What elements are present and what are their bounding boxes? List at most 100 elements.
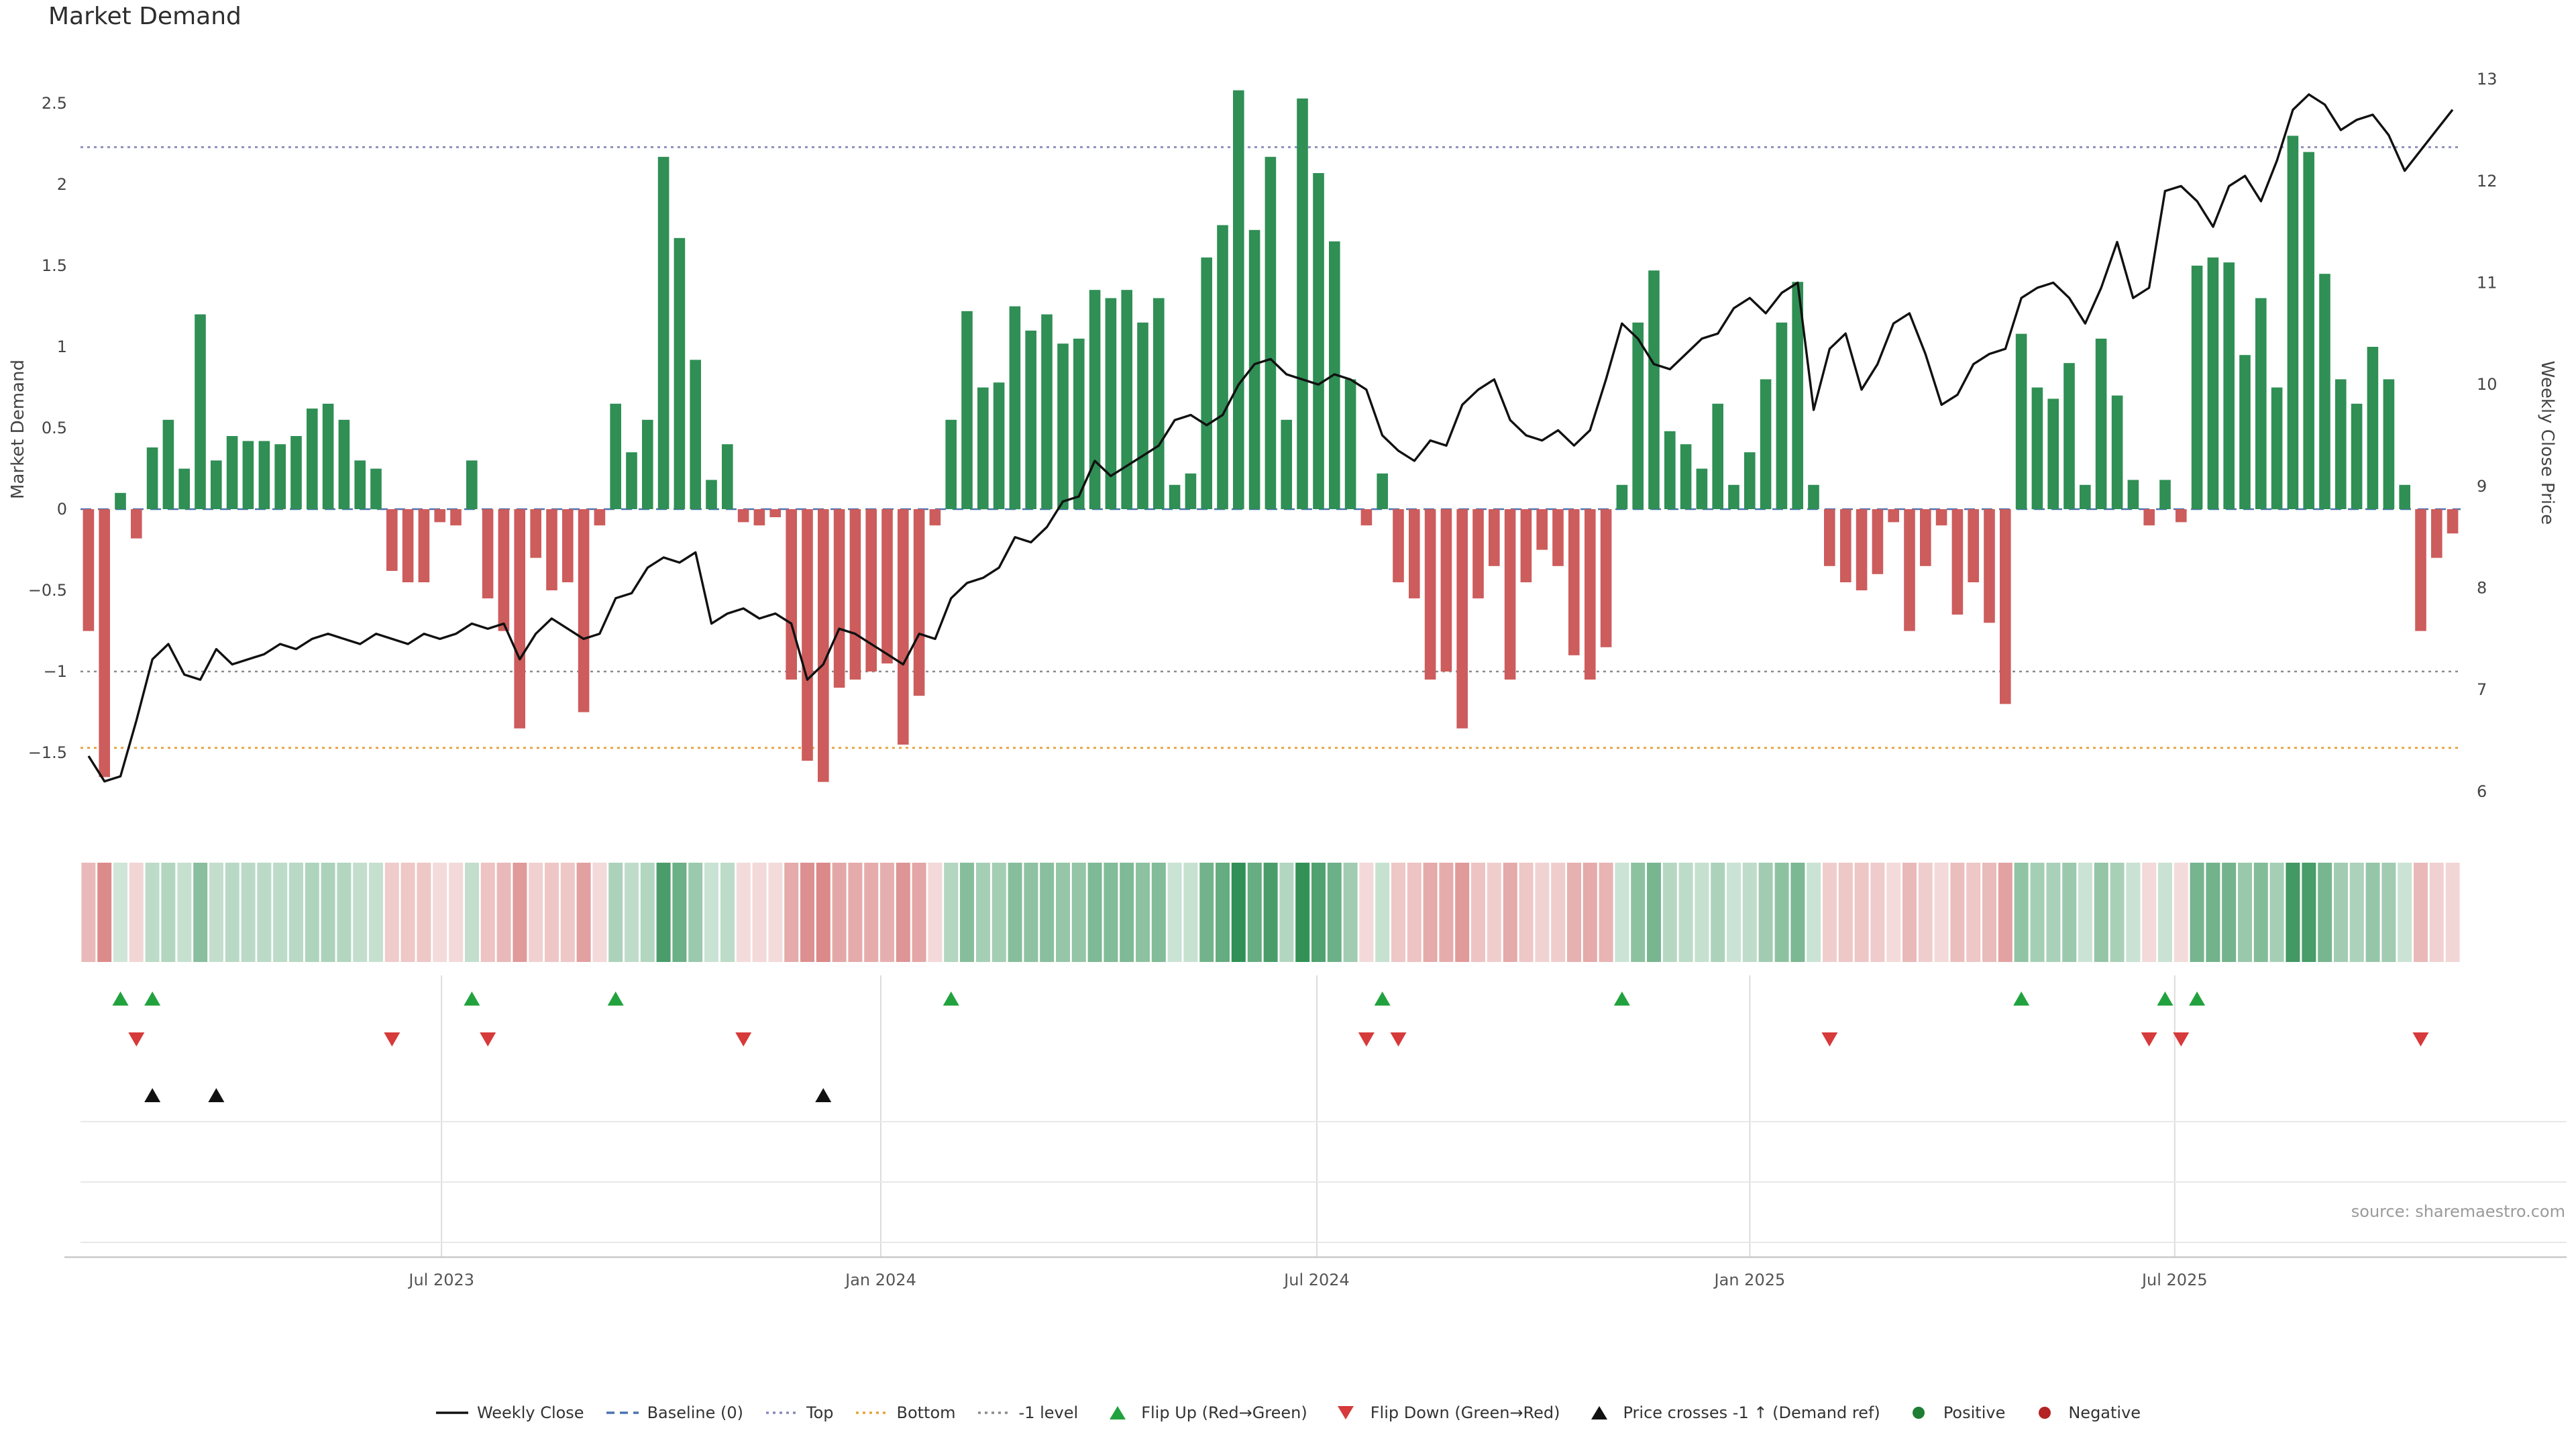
heatmap-cell bbox=[720, 863, 735, 962]
demand-bar bbox=[1121, 290, 1132, 509]
chart-legend: Weekly Close Baseline (0) Top Bottom -1 leve… bbox=[0, 1403, 2576, 1422]
demand-bar bbox=[1424, 509, 1436, 680]
demand-bar bbox=[530, 509, 541, 558]
demand-bar bbox=[131, 509, 142, 539]
y-tick-label: 1 bbox=[57, 337, 67, 356]
demand-bar bbox=[2047, 398, 2059, 509]
y-tick-label: 0.5 bbox=[42, 419, 67, 437]
heatmap-cell bbox=[1902, 863, 1917, 962]
heatmap-cell bbox=[2206, 863, 2220, 962]
demand-bar bbox=[2127, 480, 2139, 509]
legend-item-flip-up: Flip Up (Red→Green) bbox=[1099, 1403, 1307, 1422]
demand-bar bbox=[354, 460, 366, 509]
demand-bar bbox=[1360, 509, 1373, 526]
demand-bar bbox=[2239, 355, 2251, 509]
demand-bar bbox=[2111, 395, 2123, 509]
demand-bar bbox=[642, 419, 653, 509]
y-tick-label: 9 bbox=[2477, 477, 2487, 496]
heatmap-cell bbox=[241, 863, 256, 962]
y-tick-label: 1.5 bbox=[42, 256, 67, 275]
demand-bar bbox=[2447, 509, 2459, 534]
heatmap-cell bbox=[1359, 863, 1374, 962]
heatmap-cell bbox=[1216, 863, 1230, 962]
price-cross-icon bbox=[815, 1088, 832, 1102]
demand-bar bbox=[2303, 152, 2314, 510]
demand-bar bbox=[1313, 173, 1324, 509]
legend-item-minus-1-level: -1 level bbox=[977, 1403, 1078, 1422]
legend-label: Flip Down (Green→Red) bbox=[1370, 1403, 1560, 1422]
heatmap-cell bbox=[305, 863, 319, 962]
heatmap-cell bbox=[161, 863, 176, 962]
heatmap-cell bbox=[193, 863, 208, 962]
heatmap-cell bbox=[864, 863, 879, 962]
demand-bar bbox=[1951, 509, 1964, 615]
demand-bar bbox=[1409, 509, 1420, 598]
heatmap-cell bbox=[1998, 863, 2012, 962]
demand-bar bbox=[993, 382, 1005, 509]
demand-bar bbox=[881, 509, 893, 663]
demand-bar bbox=[2223, 262, 2235, 509]
demand-bar bbox=[466, 460, 478, 509]
demand-bar bbox=[83, 509, 95, 631]
demand-bar bbox=[146, 447, 158, 509]
demand-bar bbox=[2271, 387, 2283, 510]
demand-bar bbox=[945, 419, 957, 509]
y-tick-label: 7 bbox=[2477, 680, 2487, 699]
heatmap-cell bbox=[1295, 863, 1310, 962]
demand-bar bbox=[195, 314, 206, 509]
demand-bar bbox=[657, 156, 669, 510]
demand-bar bbox=[2080, 484, 2091, 509]
demand-bar bbox=[2095, 338, 2107, 509]
heatmap-cell bbox=[2381, 863, 2396, 962]
y-tick-label: −1.5 bbox=[28, 743, 67, 762]
demand-bar bbox=[1041, 314, 1053, 509]
flip-up-icon bbox=[464, 991, 480, 1006]
y-tick-label: 8 bbox=[2477, 579, 2487, 598]
legend-item-bottom: Bottom bbox=[855, 1403, 956, 1422]
flip-up-icon bbox=[607, 991, 624, 1006]
price-cross-icon bbox=[208, 1088, 225, 1102]
heatmap-cell bbox=[2302, 863, 2316, 962]
demand-bar bbox=[2176, 509, 2187, 523]
heatmap-cell bbox=[2222, 863, 2237, 962]
heatmap-cell bbox=[1838, 863, 1853, 962]
demand-bar bbox=[2351, 403, 2363, 509]
demand-bar bbox=[258, 441, 270, 509]
demand-bar bbox=[1664, 431, 1676, 509]
heatmap-cell bbox=[2158, 863, 2172, 962]
demand-bar bbox=[753, 509, 765, 526]
demand-bar bbox=[1456, 509, 1468, 729]
demand-bar bbox=[690, 360, 701, 509]
demand-bar bbox=[1904, 509, 1915, 631]
flip-down-icon bbox=[480, 1032, 496, 1046]
heatmap-cell bbox=[2398, 863, 2412, 962]
demand-bar bbox=[1233, 90, 1244, 510]
heatmap-cell bbox=[608, 863, 623, 962]
legend-item-weekly-close: Weekly Close bbox=[435, 1403, 584, 1422]
heatmap-cell bbox=[465, 863, 479, 962]
heatmap-cell bbox=[1439, 863, 1454, 962]
flip-down-icon bbox=[2173, 1032, 2190, 1046]
demand-bar bbox=[274, 444, 286, 509]
heatmap-cell bbox=[321, 863, 335, 962]
demand-bar bbox=[1840, 509, 1851, 582]
demand-bar bbox=[2159, 480, 2171, 509]
demand-bar bbox=[402, 509, 414, 582]
heatmap-cell bbox=[1503, 863, 1517, 962]
heatmap-cell bbox=[1231, 863, 1246, 962]
legend-item-baseline: Baseline (0) bbox=[606, 1403, 743, 1422]
demand-bar bbox=[1137, 322, 1148, 509]
heatmap-cell bbox=[1040, 863, 1055, 962]
heatmap-cell bbox=[1631, 863, 1646, 962]
heatmap-cell bbox=[1487, 863, 1501, 962]
heatmap-cell bbox=[2062, 863, 2077, 962]
heatmap-cell bbox=[1886, 863, 1901, 962]
heatmap-cell bbox=[912, 863, 926, 962]
demand-bar bbox=[818, 509, 829, 782]
heatmap-cell bbox=[480, 863, 495, 962]
demand-bar bbox=[514, 509, 525, 729]
demand-bar bbox=[1297, 98, 1308, 510]
legend-item-negative: Negative bbox=[2027, 1403, 2141, 1422]
demand-bar bbox=[2191, 266, 2203, 509]
heatmap-cell bbox=[1934, 863, 1949, 962]
